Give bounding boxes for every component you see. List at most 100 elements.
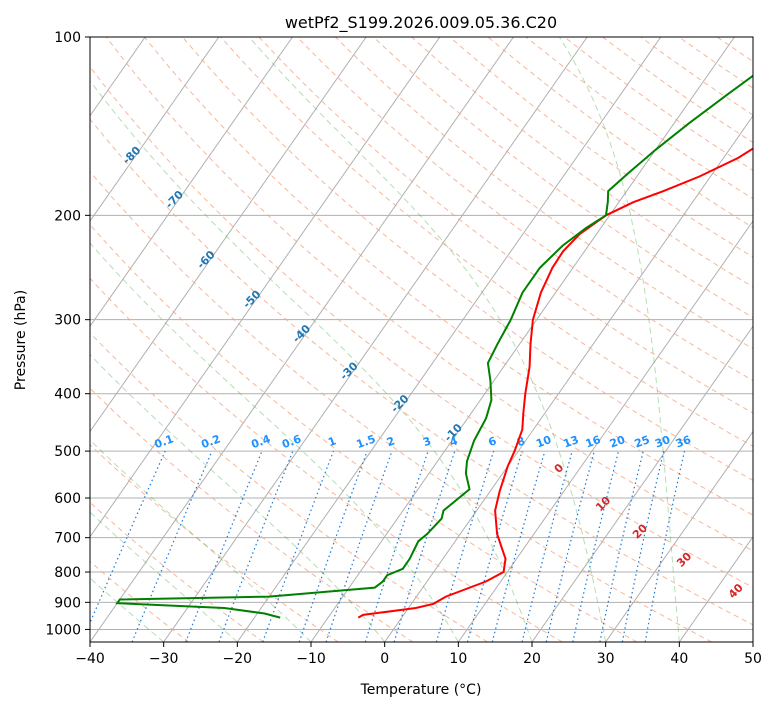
isotherm-line	[0, 37, 72, 642]
mixing-ratio-line	[262, 450, 334, 642]
dry-adiabat-label: -100	[29, 56, 58, 85]
moist-adiabat-line	[90, 79, 533, 642]
x-tick-label: 30	[597, 651, 615, 667]
y-axis-label: Pressure (hPa)	[13, 290, 29, 390]
dry-adiabat-line	[90, 66, 753, 588]
x-tick-label: 20	[523, 651, 541, 667]
mixing-ratio-label: 6	[487, 434, 499, 449]
mixing-ratio-label: 0.4	[249, 432, 272, 451]
mixing-ratio-label: 30	[653, 433, 672, 451]
dry-adiabat-line	[144, 37, 753, 516]
dry-adiabat-line	[182, 37, 753, 481]
mixing-ratio-label: 8	[515, 434, 527, 449]
y-tick-label: 400	[54, 387, 81, 403]
dry-adiabat-label: -50	[240, 288, 263, 311]
isotherm-line	[605, 430, 753, 642]
mixing-ratio-line	[364, 450, 429, 642]
x-tick-label: 10	[449, 651, 467, 667]
mixing-ratio-label: 13	[562, 433, 581, 450]
isotherm-line	[90, 37, 367, 433]
y-tick-label: 600	[54, 491, 81, 507]
isotherm-line	[678, 535, 753, 642]
mixing-ratio-label: 0.2	[199, 432, 222, 451]
mixing-ratio-line	[466, 450, 523, 642]
mixing-ratio-label: 0.1	[153, 432, 176, 451]
x-tick-label: 40	[670, 651, 688, 667]
x-tick-label: −30	[149, 651, 179, 667]
mixing-ratio-line	[599, 450, 644, 642]
mixing-ratio-label: 1	[326, 434, 338, 449]
isotherm-line	[310, 37, 735, 642]
dry-adiabat-line	[296, 37, 753, 382]
dry-adiabat-line	[640, 37, 753, 116]
mixing-ratio-line	[491, 450, 546, 642]
moist-adiabat-line	[90, 577, 165, 642]
moist-adiabat-label: 30	[674, 549, 694, 569]
dry-adiabat-line	[334, 37, 753, 350]
mixing-ratio-label: 0.6	[280, 432, 303, 451]
moist-adiabat-label: 0	[552, 461, 567, 476]
isotherm-line	[236, 37, 662, 642]
isotherm-line	[90, 37, 441, 538]
y-axis: 100 200 300 400 500 600 700 800 900 1000	[45, 30, 90, 638]
isotherm-line	[90, 37, 514, 642]
dry-adiabat-line	[90, 170, 712, 642]
x-axis-label: Temperature (°C)	[360, 682, 482, 698]
mixing-ratio-line	[621, 450, 665, 642]
x-tick-label: −10	[296, 651, 326, 667]
isotherm-line	[90, 37, 293, 328]
moist-adiabat-line	[90, 242, 459, 642]
moist-adiabat-line	[90, 511, 238, 642]
moist-adiabat-line	[90, 439, 312, 642]
dry-adiabat-line	[105, 37, 753, 552]
y-tick-label: 800	[54, 565, 81, 581]
mixing-ratio-line	[521, 450, 573, 642]
mixing-ratio-label: 36	[674, 433, 693, 451]
dry-adiabat-line	[678, 37, 753, 89]
isotherm-line	[384, 114, 753, 642]
mixing-ratio-line	[298, 450, 368, 642]
moist-adiabat-label: 40	[726, 581, 746, 601]
dry-adiabat-label: -20	[388, 392, 411, 415]
mixing-ratio-label: 20	[608, 433, 627, 451]
mixing-ratio-label: 3	[421, 434, 433, 449]
series-dewpoint-line	[115, 74, 753, 619]
y-tick-label: 200	[54, 208, 81, 224]
y-tick-label: 300	[54, 313, 81, 329]
dry-adiabat-line	[90, 332, 488, 642]
isotherm-line	[752, 641, 753, 642]
y-tick-label: 500	[54, 444, 81, 460]
y-tick-label: 100	[54, 30, 81, 46]
isotherm-line	[90, 37, 220, 222]
dry-adiabat-line	[602, 37, 753, 144]
isotherm-line	[457, 220, 753, 642]
y-tick-label: 700	[54, 531, 81, 547]
isotherm-line	[163, 37, 588, 642]
mixing-ratio-line	[131, 450, 213, 642]
chart-title: wetPf2_S199.2026.009.05.36.C20	[285, 13, 557, 33]
y-tick-label: 900	[54, 595, 81, 611]
reference-line-labels: -100-90-80-70-60-50-40-30-20-100.1 0.2 0.4…	[29, 56, 746, 601]
mixing-ratio-line	[435, 450, 495, 642]
mixing-ratio-label: 25	[633, 433, 652, 450]
x-tick-label: 50	[744, 651, 762, 667]
mixing-ratio-label: 1.5	[355, 432, 378, 451]
mixing-ratio-line	[185, 450, 263, 642]
mixing-ratio-label: 2	[385, 434, 397, 449]
dry-adiabat-line	[258, 37, 753, 414]
dry-adiabat-line	[220, 37, 753, 447]
profile-series	[115, 74, 753, 619]
series-temperature-line	[357, 147, 753, 619]
mixing-ratio-line	[218, 450, 294, 642]
dry-adiabat-line	[90, 387, 414, 642]
dry-adiabat-line	[90, 118, 753, 626]
x-tick-label: −40	[75, 651, 105, 667]
mixing-ratio-line	[572, 450, 620, 642]
dry-adiabat-label: -60	[194, 248, 217, 271]
mixing-ratio-label: 4	[448, 434, 460, 449]
x-axis: −40 −30 −20 −10 0 10 20 30 40 50	[75, 642, 762, 667]
dry-adiabat-line	[716, 37, 753, 63]
moist-adiabat-line	[90, 353, 386, 642]
dry-adiabat-line	[90, 277, 563, 642]
